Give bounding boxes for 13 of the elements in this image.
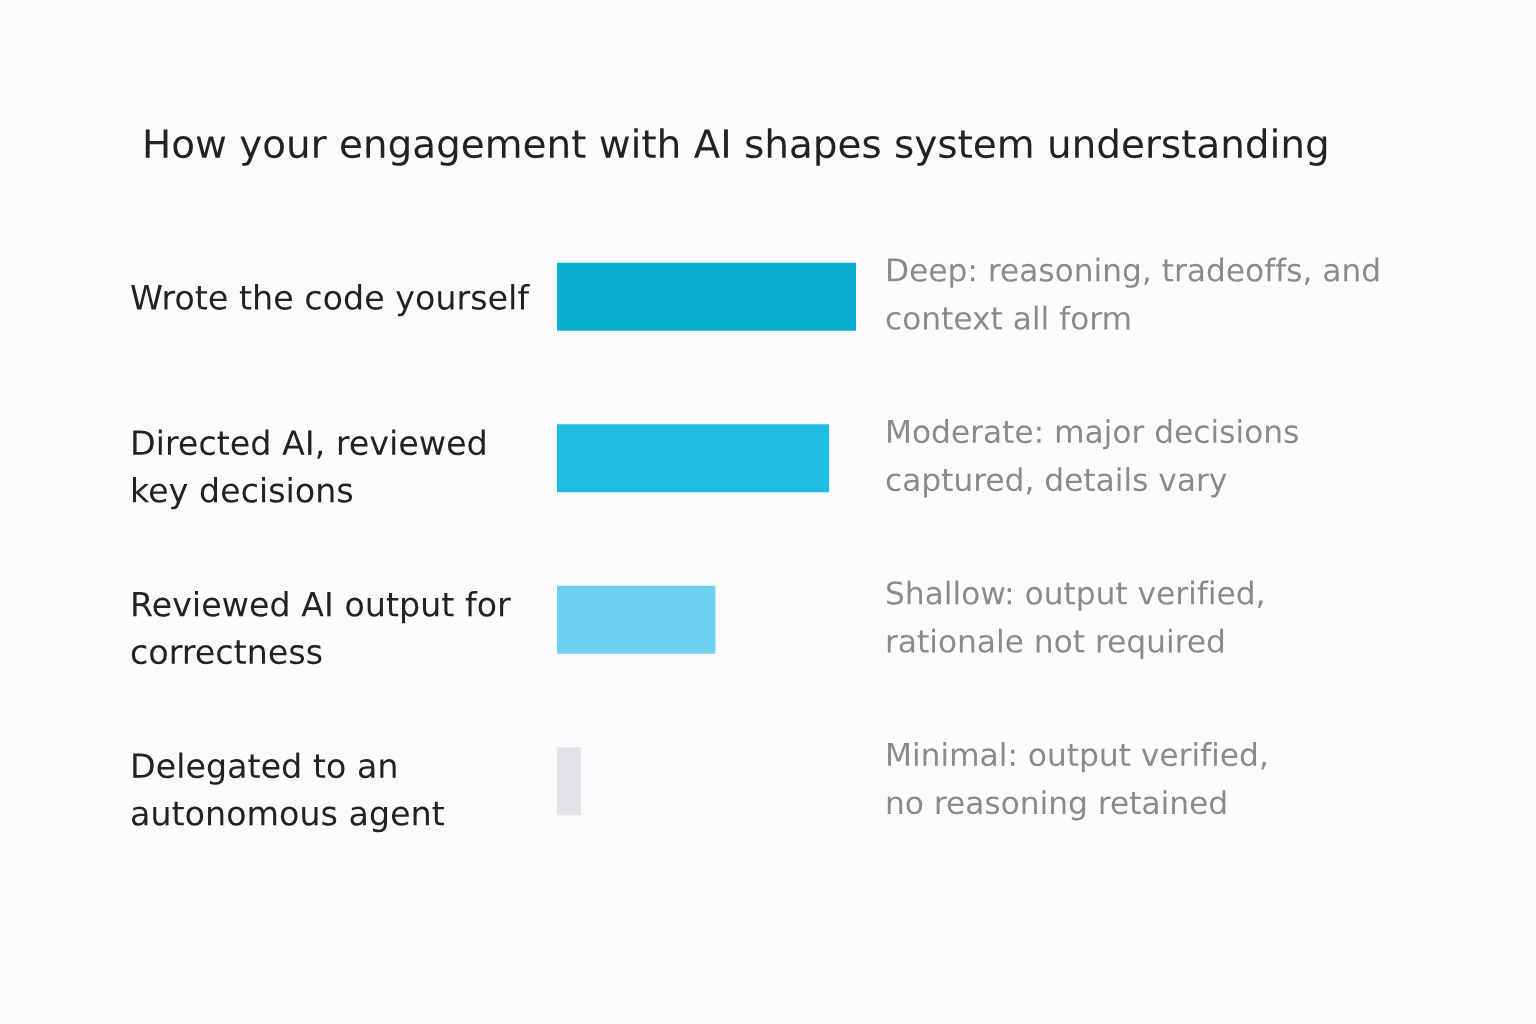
y-tick-label: Reviewed AI output for correctness xyxy=(131,590,511,665)
bar xyxy=(557,747,581,816)
y-tick-label: Directed AI, reviewed key decisions xyxy=(133,429,485,510)
bar xyxy=(557,585,716,654)
text: Moderate: major decisions captured, details vary xyxy=(886,419,1298,498)
bar xyxy=(557,262,856,331)
text: Deep: reasoning, tradeoffs, and context all form xyxy=(886,257,1379,330)
y-tick-label: Wrote the code yourself xyxy=(131,284,530,317)
text: Shallow: output verified, rationale not required xyxy=(887,580,1263,659)
text: Minimal: output verified, no reasoning retained xyxy=(887,742,1266,821)
chart-title: How your engagement with AI shapes system understanding xyxy=(145,128,1327,166)
bar xyxy=(557,424,830,493)
y-tick-label: Delegated to an autonomous agent xyxy=(132,752,444,833)
